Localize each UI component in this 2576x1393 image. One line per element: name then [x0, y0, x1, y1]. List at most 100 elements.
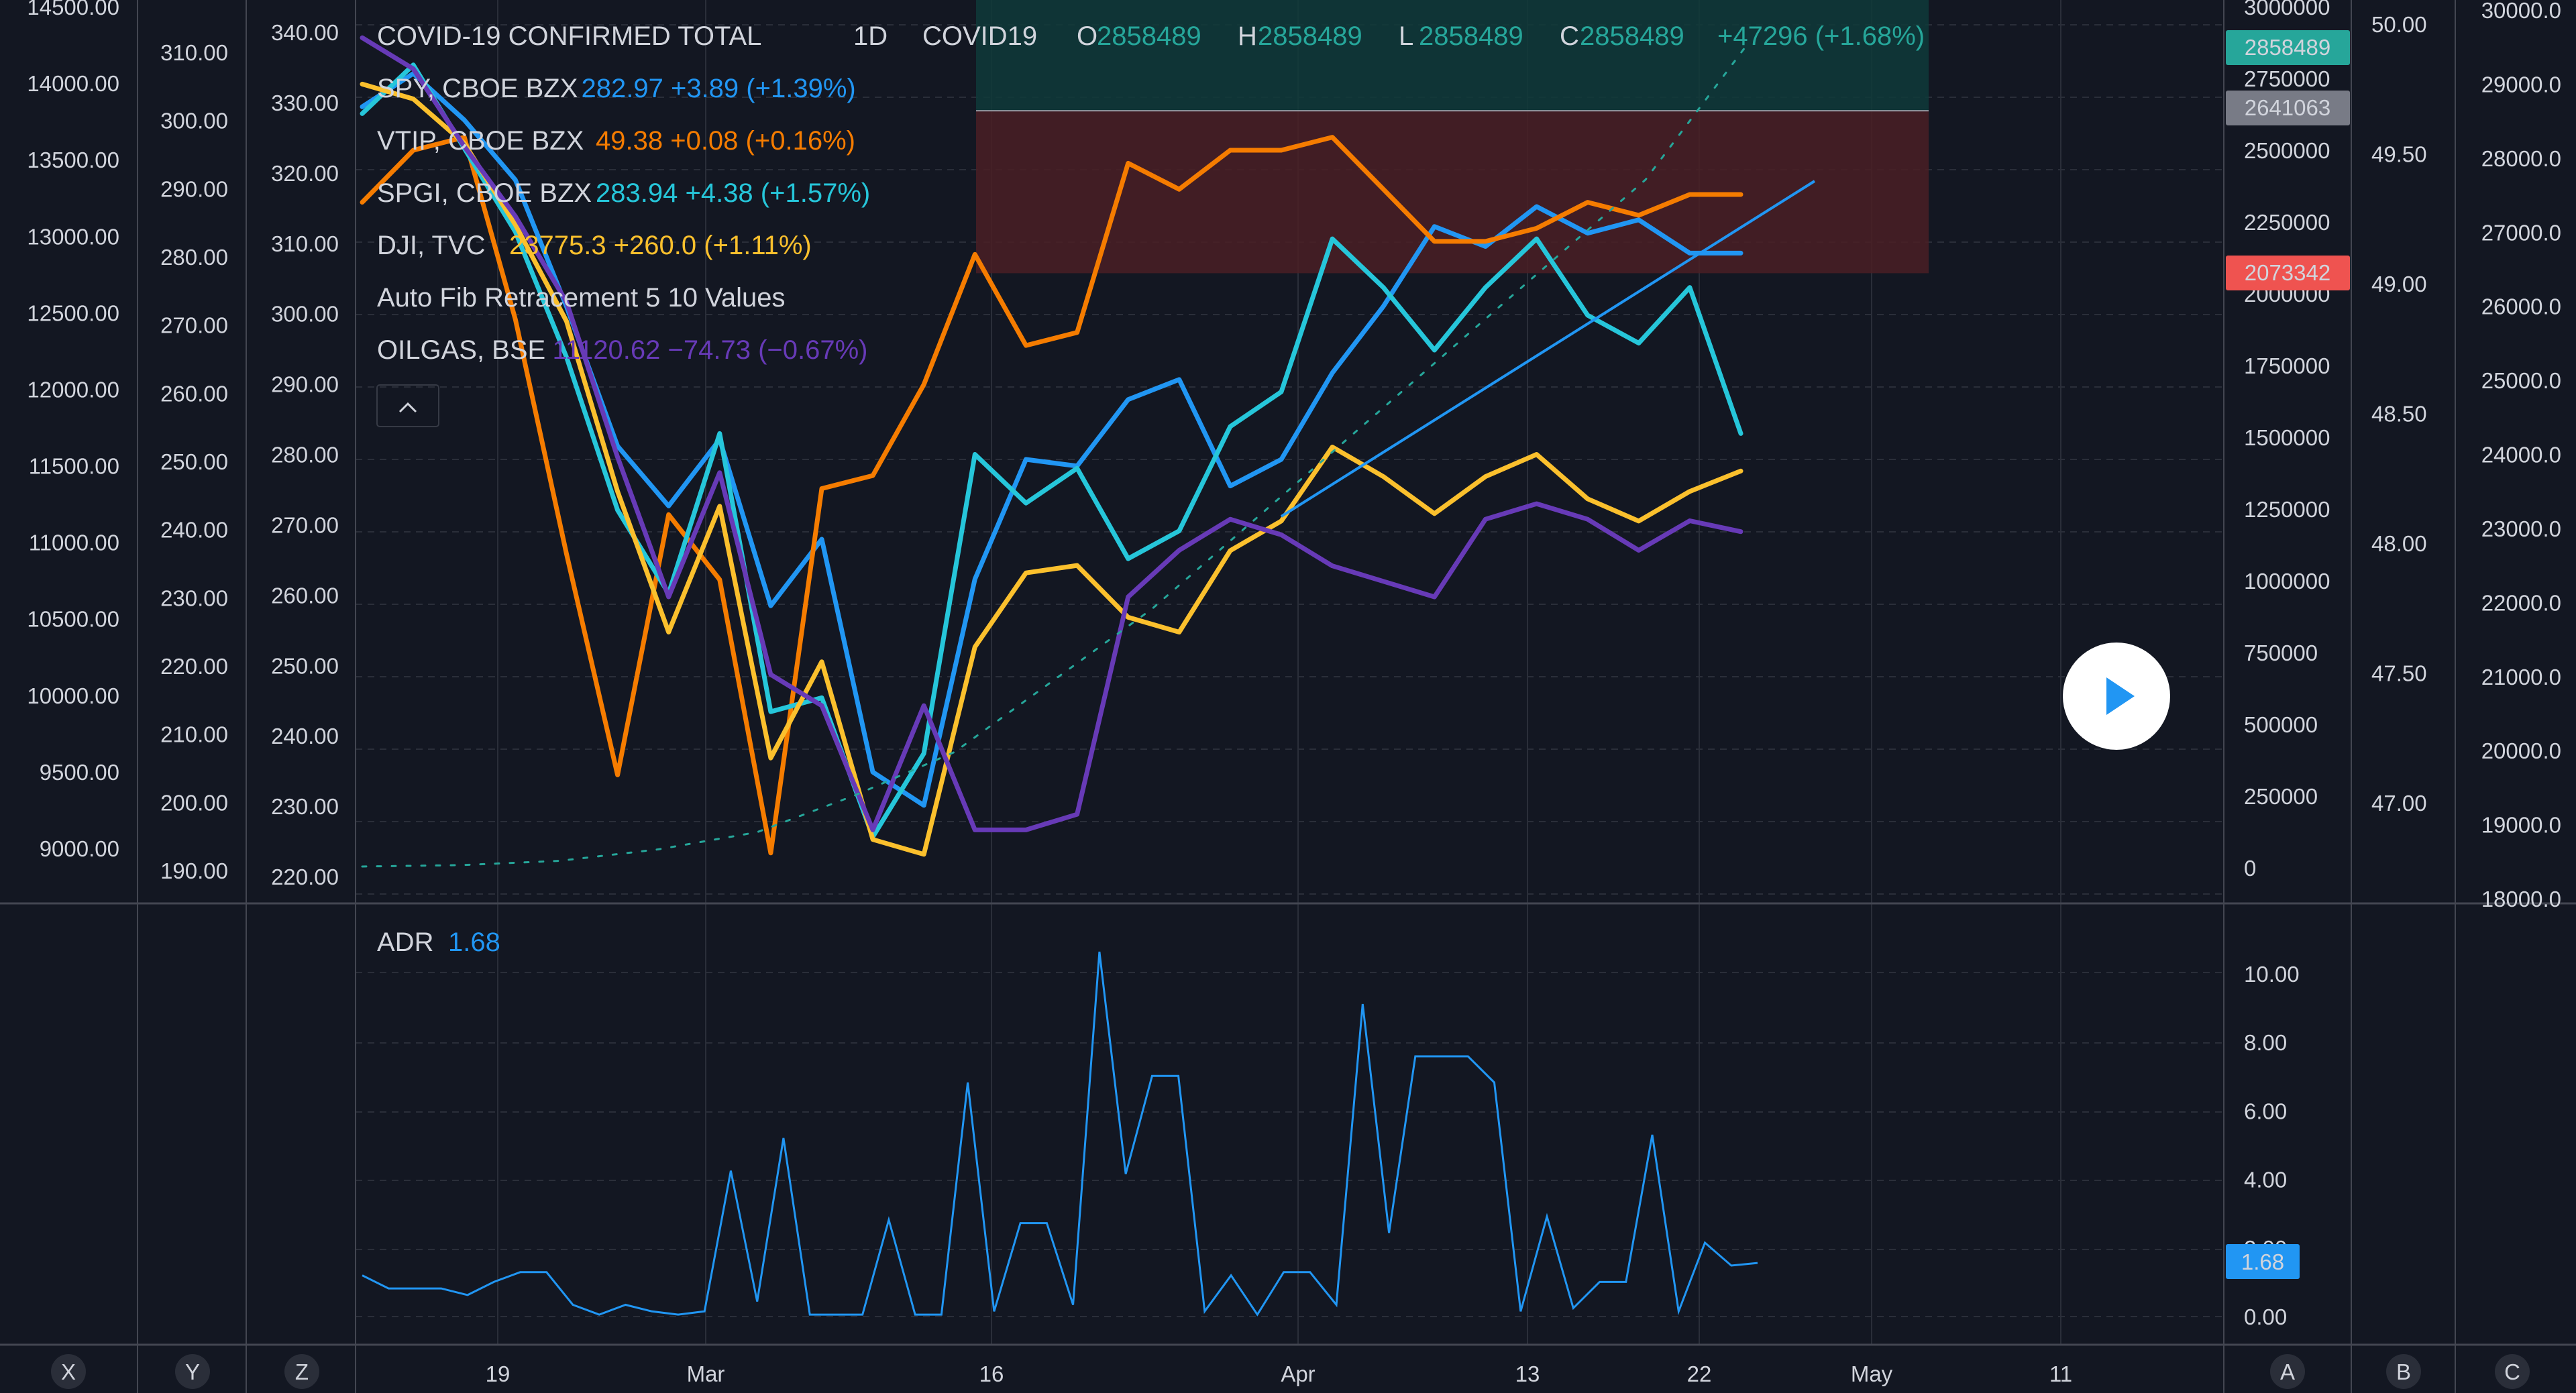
legend-row[interactable]: OILGAS, BSE 11120.62 −74.73 (−0.67%)	[377, 335, 868, 365]
series-line-oilgas[interactable]	[360, 35, 1743, 832]
vtip-axis-tick: 48.00	[2371, 531, 2427, 556]
scale-button-label: C	[2504, 1359, 2520, 1384]
legend-value: 282.97 +3.89 (+1.39%)	[582, 74, 856, 103]
play-icon	[2106, 677, 2135, 715]
scale-button-c[interactable]: C	[2495, 1354, 2530, 1389]
covid-axis-tick: 0	[2244, 856, 2256, 881]
oilgas-axis-tick: 12000.00	[27, 377, 119, 402]
header-symbol[interactable]: COVID-19 CONFIRMED TOTAL	[377, 21, 761, 51]
price-tag-label: 2858489	[2245, 35, 2330, 60]
legend-name: Auto Fib Retracement 5 10 Values	[377, 283, 785, 313]
legend-row[interactable]: Auto Fib Retracement 5 10 Values	[377, 283, 785, 313]
scale-button-x[interactable]: X	[51, 1354, 86, 1389]
oilgas-axis-tick: 11500.00	[29, 454, 119, 479]
adr-axis-tick: 10.00	[2244, 962, 2300, 987]
ohlc-label: O	[1077, 21, 1097, 51]
price-tag: 2641063	[2226, 91, 2350, 125]
trend-line-drawing[interactable]	[1280, 180, 1816, 518]
scale-button-b[interactable]: B	[2386, 1354, 2421, 1389]
spy-axis-tick: 200.00	[160, 790, 228, 815]
vtip-axis-tick: 49.00	[2371, 272, 2427, 296]
legend-name: DJI, TVC	[377, 231, 486, 260]
price-tag-label: 2641063	[2245, 95, 2330, 120]
dji-axis-tick: 25000.0	[2481, 368, 2561, 393]
dji-axis-tick: 22000.0	[2481, 590, 2561, 615]
oilgas-axis-tick: 13000.00	[27, 224, 119, 249]
vtip-axis-tick: 50.00	[2371, 12, 2427, 37]
chevron-up-icon	[398, 402, 417, 413]
fib-zone-upper[interactable]	[976, 0, 1929, 111]
spgi-axis-tick: 320.00	[271, 161, 339, 186]
ohlc-value: 2858489	[1419, 21, 1523, 51]
adr-price-tag-label: 1.68	[2241, 1249, 2284, 1274]
spy-axis-tick: 270.00	[160, 313, 228, 338]
legend-row[interactable]: SPY, CBOE BZX 282.97 +3.89 (+1.39%)	[377, 74, 856, 103]
vtip-axis-tick: 47.50	[2371, 661, 2427, 686]
adr-axis-tick: 4.00	[2244, 1168, 2287, 1192]
fib-zone-lower[interactable]	[976, 111, 1929, 274]
spy-axis-tick: 240.00	[160, 518, 228, 543]
spgi-axis-tick: 310.00	[271, 231, 339, 256]
spy-axis-tick: 190.00	[160, 858, 228, 883]
spy-axis-tick: 310.00	[160, 40, 228, 65]
adr-line[interactable]	[362, 951, 1758, 1317]
dji-axis-tick: 20000.0	[2481, 738, 2561, 763]
scale-button-z[interactable]: Z	[284, 1354, 319, 1389]
covid-axis-tick: 500000	[2244, 712, 2318, 737]
scale-button-label: X	[61, 1359, 76, 1384]
header-source: COVID19	[922, 21, 1037, 51]
ohlc-label: H	[1238, 21, 1257, 51]
series-line-dji[interactable]	[360, 81, 1743, 857]
time-axis-tick: 22	[1687, 1361, 1712, 1386]
adr-axis-tick: 0.00	[2244, 1304, 2287, 1329]
vtip-axis-tick: 48.50	[2371, 402, 2427, 427]
scale-button-a[interactable]: A	[2270, 1354, 2305, 1389]
dji-axis-tick: 27000.0	[2481, 220, 2561, 245]
vtip-axis-tick: 47.00	[2371, 791, 2427, 816]
covid-axis-tick: 2500000	[2244, 138, 2330, 163]
ohlc-label: C	[1560, 21, 1579, 51]
chart-header: COVID-19 CONFIRMED TOTAL 1D COVID19 O 285848…	[377, 21, 1925, 51]
price-tag-label: 2073342	[2245, 260, 2330, 285]
oilgas-axis-tick: 13500.00	[27, 148, 119, 172]
legend-row[interactable]: DJI, TVC 23775.3 +260.0 (+1.11%)	[377, 231, 812, 260]
vtip-axis-tick: 49.50	[2371, 142, 2427, 167]
scale-button-y[interactable]: Y	[175, 1354, 210, 1389]
dji-axis-tick: 19000.0	[2481, 813, 2561, 838]
spgi-axis-tick: 340.00	[271, 20, 339, 45]
spy-axis-tick: 220.00	[160, 654, 228, 679]
header-interval[interactable]: 1D	[853, 21, 888, 51]
legend-row[interactable]: SPGI, CBOE BZX 283.94 +4.38 (+1.57%)	[377, 178, 870, 208]
oilgas-axis-tick: 10000.00	[27, 683, 119, 708]
spgi-axis-tick: 280.00	[271, 443, 339, 467]
dji-axis-tick: 28000.0	[2481, 146, 2561, 171]
scale-button-label: A	[2280, 1359, 2295, 1384]
spy-axis-tick: 250.00	[160, 449, 228, 474]
legend-name: SPGI, CBOE BZX	[377, 178, 592, 208]
spgi-axis-tick: 290.00	[271, 372, 339, 397]
spy-axis-tick: 260.00	[160, 381, 228, 406]
legend-row[interactable]: VTIP, CBOE BZX 49.38 +0.08 (+0.16%)	[377, 126, 855, 156]
dji-axis-tick: 23000.0	[2481, 516, 2561, 541]
spgi-axis-tick: 300.00	[271, 302, 339, 327]
spy-axis-tick: 210.00	[160, 722, 228, 747]
spy-axis-tick: 300.00	[160, 109, 228, 133]
collapse-legend-button[interactable]	[376, 384, 439, 427]
spgi-axis-tick: 220.00	[271, 865, 339, 889]
covid-axis-tick: 1250000	[2244, 497, 2330, 522]
time-axis-tick: Mar	[687, 1361, 725, 1386]
legend-name: OILGAS, BSE	[377, 335, 545, 365]
time-axis-tick: Apr	[1281, 1361, 1315, 1386]
scale-button-label: Z	[295, 1359, 309, 1384]
covid-axis-tick: 1000000	[2244, 569, 2330, 594]
series-line-vtip[interactable]	[360, 135, 1743, 856]
series-line-spgi[interactable]	[360, 62, 1743, 840]
covid-axis-tick: 2250000	[2244, 210, 2330, 235]
dji-axis-tick: 29000.0	[2481, 72, 2561, 97]
legend-value: 283.94 +4.38 (+1.57%)	[596, 178, 870, 208]
covid-axis-tick: 1750000	[2244, 353, 2330, 378]
legend-name: VTIP, CBOE BZX	[377, 126, 584, 156]
play-button[interactable]	[2063, 643, 2170, 750]
